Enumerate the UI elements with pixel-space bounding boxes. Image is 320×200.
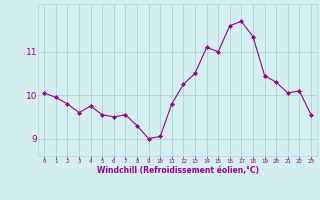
X-axis label: Windchill (Refroidissement éolien,°C): Windchill (Refroidissement éolien,°C): [97, 166, 259, 175]
